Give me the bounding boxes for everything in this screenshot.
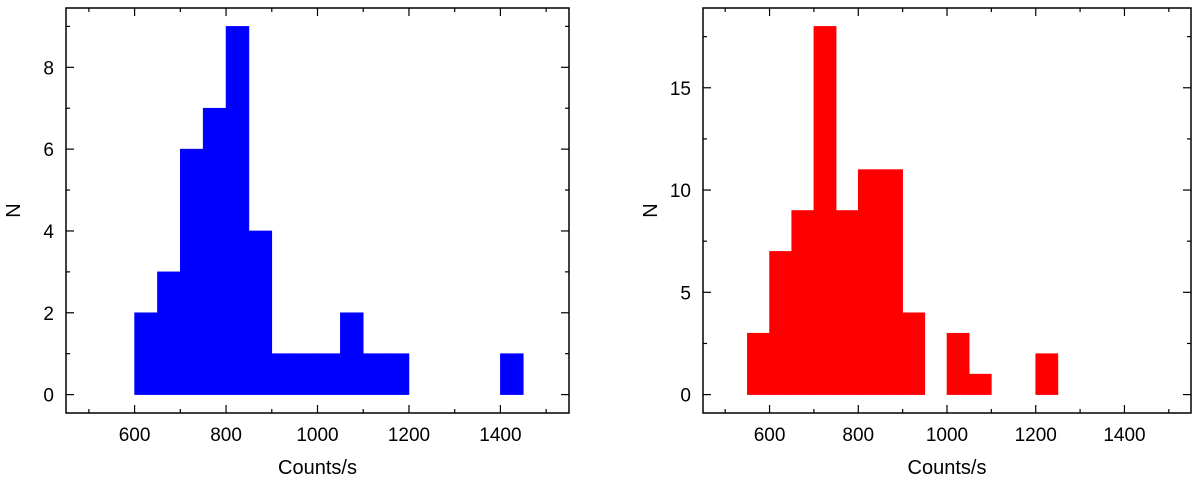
y-axis-label: N [3, 203, 25, 217]
y-tick-label: 6 [43, 140, 54, 161]
y-tick-label: 4 [43, 222, 54, 243]
histogram-bar [857, 169, 881, 395]
x-axis-label: Counts/s [278, 457, 357, 479]
x-axis-label: Counts/s [908, 457, 987, 479]
histogram-bar [968, 373, 992, 395]
histogram-bar [294, 353, 318, 395]
histogram-bar [880, 169, 903, 395]
histogram-bar [317, 353, 341, 395]
histogram-bar [225, 26, 250, 395]
y-tick-label: 0 [680, 386, 691, 407]
x-tick-label: 1000 [926, 425, 968, 446]
x-tick-label: 800 [210, 425, 242, 446]
y-tick-label: 2 [43, 304, 54, 325]
histogram-bar [769, 251, 793, 395]
x-tick-label: 800 [842, 425, 874, 446]
histogram-bar [362, 353, 387, 395]
histogram-bar [747, 332, 770, 395]
histogram-bar [202, 107, 227, 395]
histogram-bar [791, 210, 815, 395]
histogram-bar [835, 210, 859, 395]
x-tick-label: 1400 [1103, 425, 1145, 446]
x-tick-label: 600 [119, 425, 151, 446]
y-tick-label: 10 [670, 181, 691, 202]
y-axis-label: N [640, 203, 662, 217]
histogram-bar [500, 353, 524, 395]
histogram-bar [340, 312, 364, 395]
histogram-bar [157, 271, 181, 395]
histogram-bar [902, 312, 926, 395]
histogram-bar [946, 332, 970, 395]
histogram-bar [1035, 353, 1059, 395]
y-tick-label: 8 [43, 58, 54, 79]
x-tick-label: 1200 [388, 425, 430, 446]
histogram-bar [271, 353, 295, 395]
histogram-bar [248, 230, 273, 395]
y-tick-label: 15 [670, 79, 691, 100]
x-tick-label: 1400 [479, 425, 521, 446]
histogram-bar [385, 353, 410, 395]
x-tick-label: 1000 [296, 425, 338, 446]
chart-panel-2: 600 800 1000 1200 1400 0 5 10 15 Counts/s N [640, 7, 1192, 479]
histogram-bar [813, 26, 837, 395]
x-tick-label: 1200 [1015, 425, 1057, 446]
y-tick-label: 5 [680, 283, 691, 304]
y-tick-label: 0 [43, 386, 54, 407]
x-tick-label: 600 [754, 425, 786, 446]
histogram-bar [134, 312, 158, 395]
histogram-bar [180, 148, 204, 395]
chart-panel-1: 600 800 1000 1200 1400 0 2 4 6 8 Counts/s N [3, 7, 570, 479]
